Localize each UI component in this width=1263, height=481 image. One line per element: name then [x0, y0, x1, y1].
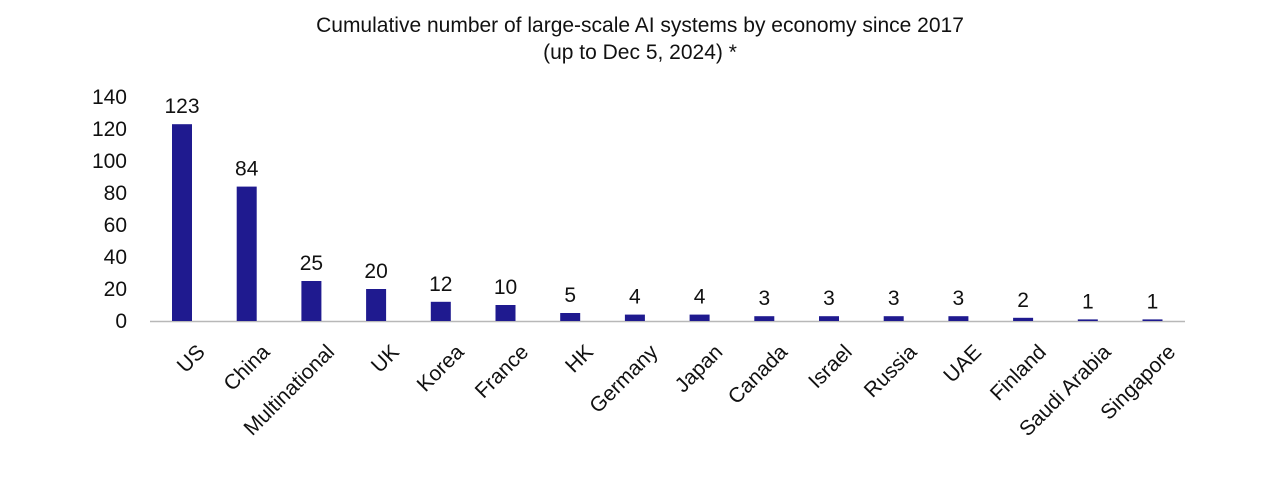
data-label: 2: [1017, 289, 1029, 312]
bar-finland: [1013, 317, 1034, 321]
category-label: HK: [561, 340, 598, 377]
category-label: US: [173, 340, 210, 377]
data-labels: 123 84 25 20 12 10 5 4 4 3 3 3 3 2 1 1: [164, 95, 1158, 313]
data-label: 3: [953, 287, 965, 310]
bars: [172, 124, 1163, 321]
bar-uk: [366, 289, 387, 321]
data-label: 4: [629, 286, 641, 309]
chart-subtitle: (up to Dec 5, 2024) *: [543, 41, 737, 64]
bar-saudi-arabia: [1077, 319, 1098, 321]
category-label: Israel: [804, 340, 857, 393]
bar-china: [236, 186, 257, 321]
y-tick-label: 20: [104, 278, 127, 301]
data-label: 12: [429, 273, 452, 296]
category-label: UK: [367, 340, 404, 377]
data-label: 3: [888, 287, 900, 310]
data-label: 3: [823, 287, 835, 310]
data-label: 4: [694, 286, 706, 309]
data-label: 25: [300, 252, 323, 275]
category-label: Finland: [986, 340, 1051, 405]
data-label: 10: [494, 276, 517, 299]
bar-israel: [819, 316, 839, 321]
y-tick-label: 100: [92, 150, 127, 173]
category-label: France: [471, 340, 533, 402]
category-label: UAE: [939, 340, 986, 387]
data-label: 123: [164, 95, 199, 118]
category-label: Canada: [724, 340, 793, 409]
y-tick-label: 40: [104, 246, 127, 269]
data-label: 1: [1082, 290, 1094, 313]
category-label: Japan: [671, 340, 728, 397]
data-label: 1: [1147, 290, 1159, 313]
bar-france: [495, 305, 516, 321]
data-label: 3: [758, 287, 770, 310]
y-tick-label: 140: [92, 86, 127, 109]
bar-canada: [754, 316, 775, 321]
bar-uae: [948, 316, 969, 321]
category-label: Russia: [860, 340, 922, 402]
bar-multinational: [301, 281, 322, 321]
y-tick-label: 120: [92, 118, 127, 141]
chart-title-block: Cumulative number of large-scale AI syst…: [0, 12, 1263, 66]
y-tick-label: 80: [104, 182, 127, 205]
bar-japan: [689, 314, 710, 321]
category-label: Korea: [413, 340, 469, 396]
y-axis: 0 20 40 60 80 100 120 140: [92, 86, 127, 333]
y-tick-label: 0: [115, 310, 127, 333]
y-tick-label: 60: [104, 214, 127, 237]
category-label: Germany: [585, 340, 663, 418]
bar-korea: [430, 301, 451, 321]
data-label: 84: [235, 158, 259, 181]
bar-us: [172, 124, 192, 321]
category-label: China: [219, 340, 274, 395]
data-label: 20: [364, 260, 387, 283]
bar-singapore: [1142, 319, 1163, 321]
bar-russia: [883, 316, 904, 321]
bar-germany: [624, 314, 645, 321]
chart-title: Cumulative number of large-scale AI syst…: [316, 14, 964, 37]
data-label: 5: [564, 284, 576, 307]
bar-hk: [560, 313, 581, 321]
